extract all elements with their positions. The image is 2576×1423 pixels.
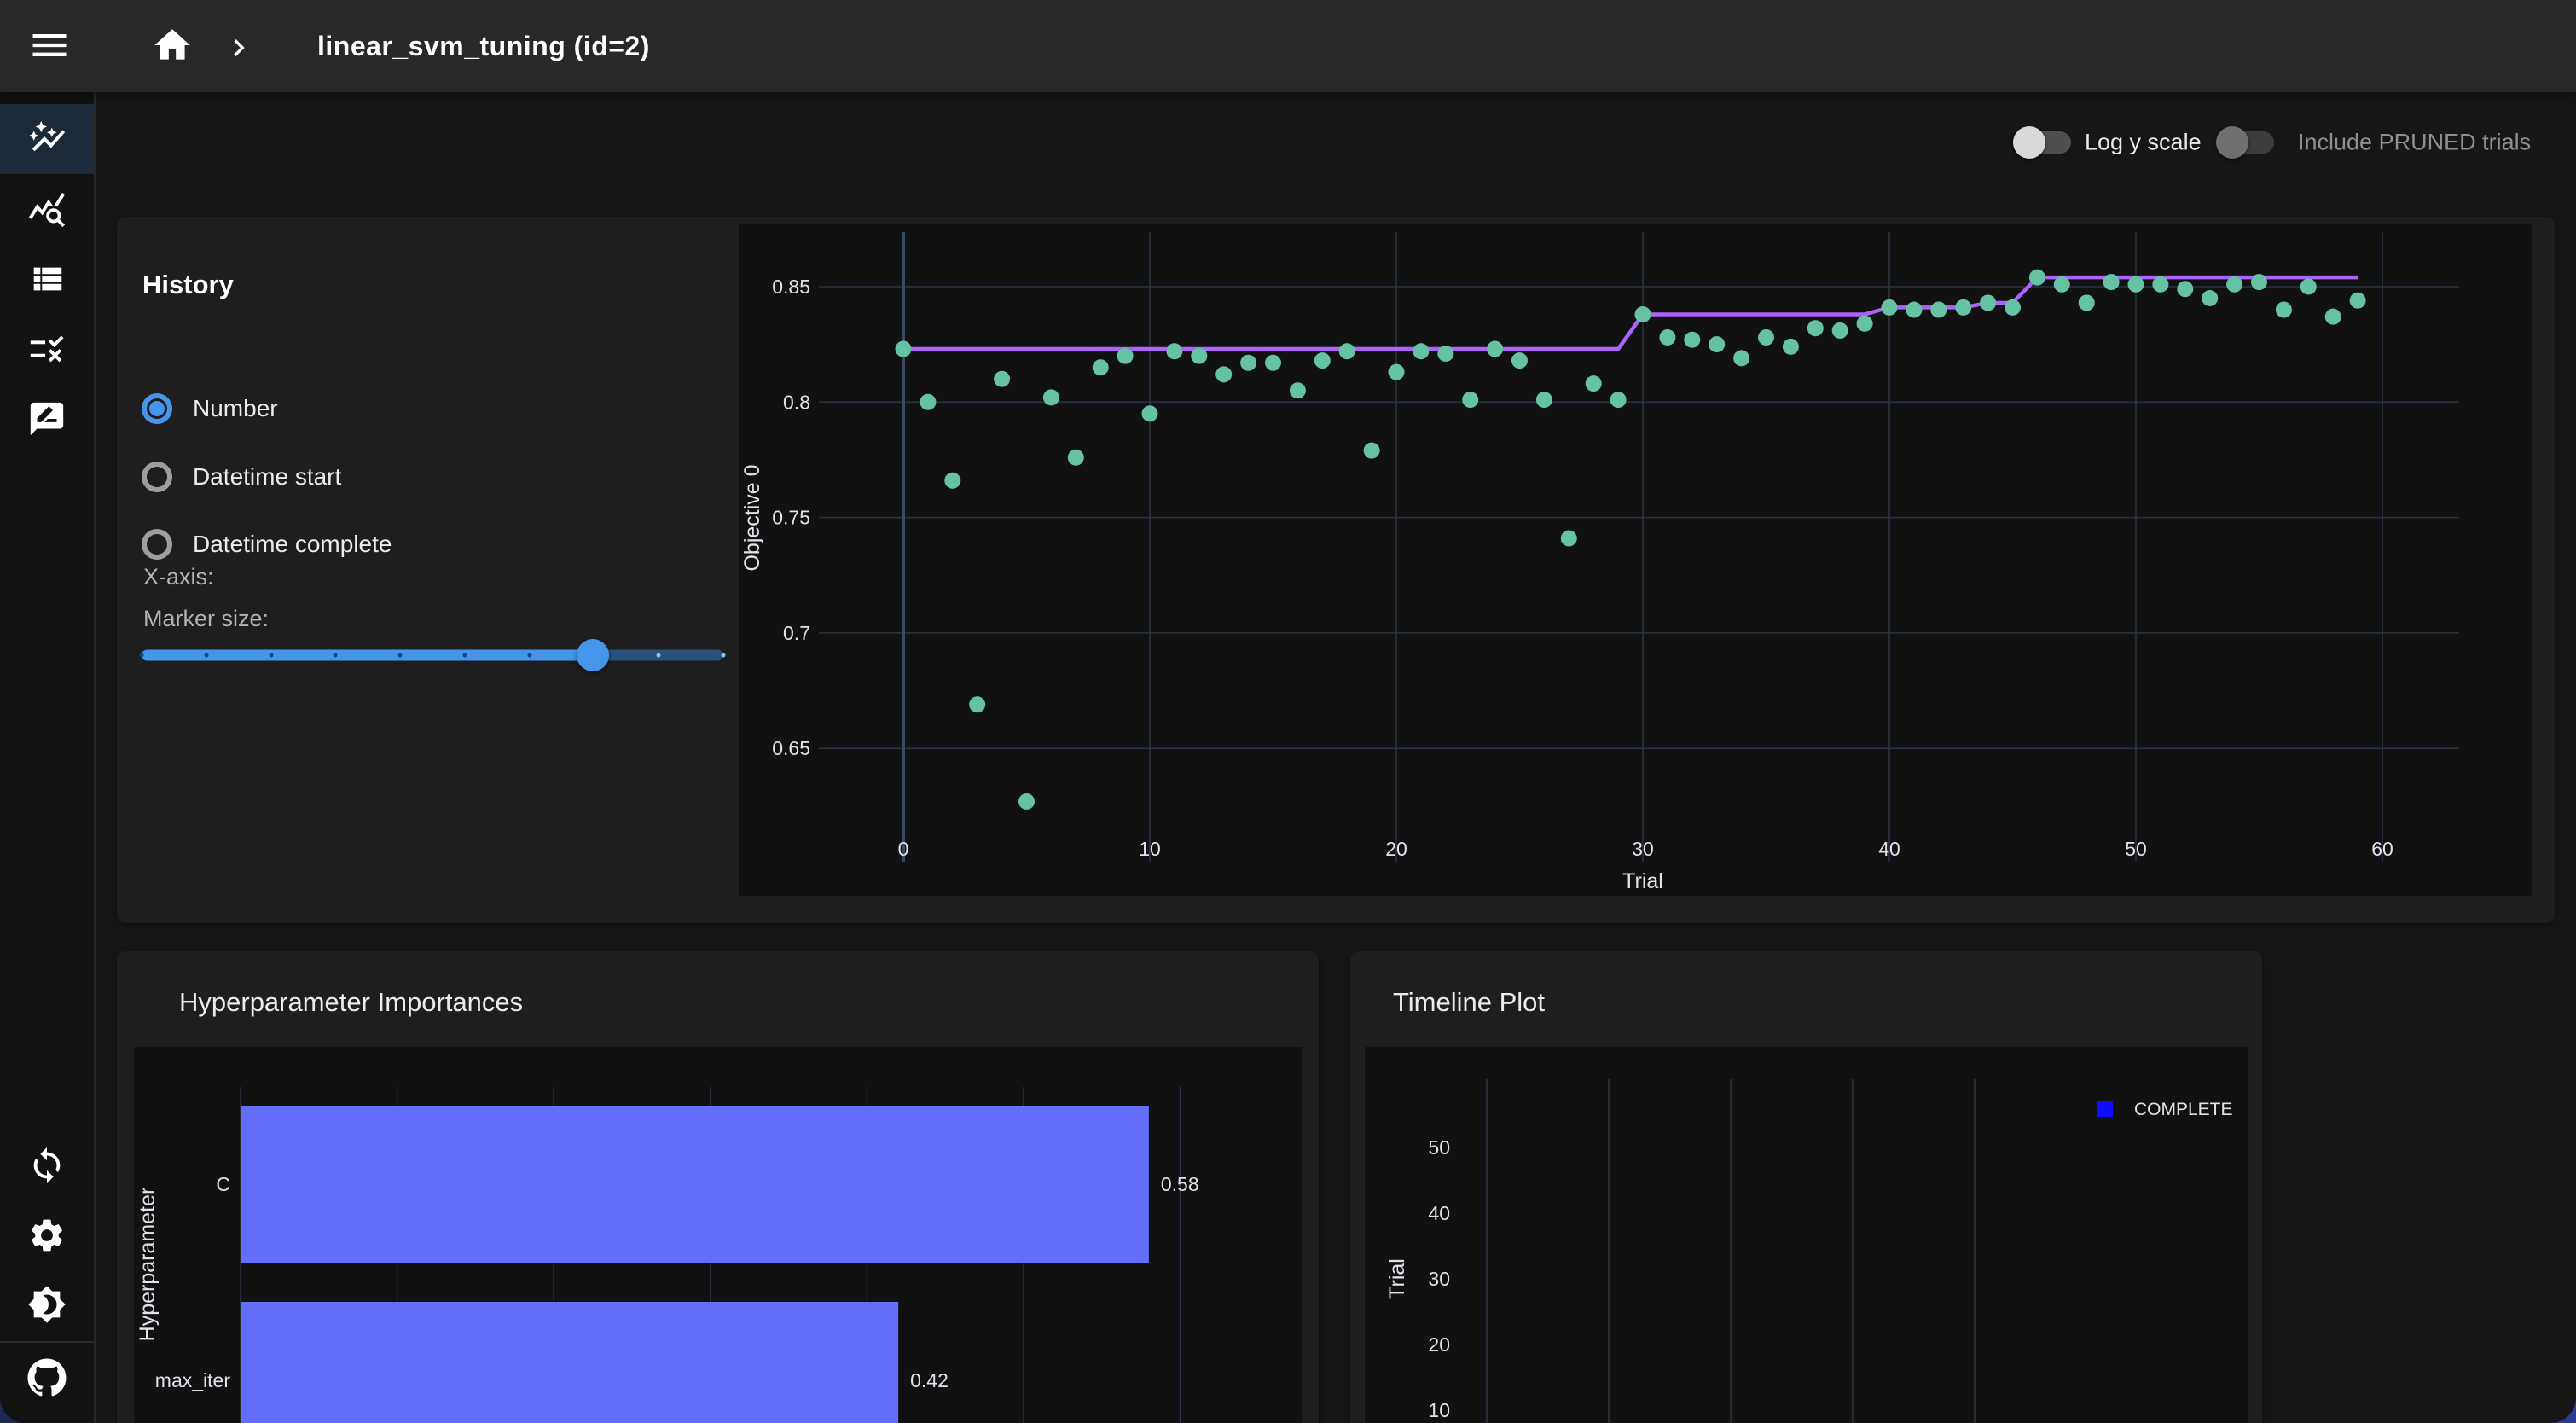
rule-icon — [27, 329, 67, 373]
svg-text:Trial: Trial — [1622, 869, 1663, 893]
x-axis-section-label: X-axis: — [143, 564, 214, 590]
query-stats-icon — [27, 189, 67, 233]
marker-size-label: Marker size: — [143, 606, 270, 631]
auto-graph-icon — [27, 118, 67, 161]
radio-icon — [142, 462, 172, 492]
radio-datetime-complete-label: Datetime complete — [193, 531, 392, 557]
svg-text:Trial: Trial — [1385, 1258, 1409, 1299]
radio-number[interactable]: Number — [142, 392, 278, 426]
history-card-title: History — [142, 270, 234, 299]
svg-text:30: 30 — [1632, 838, 1654, 860]
history-chart[interactable]: 0.65 0.7 0.75 0.8 0.85 0 10 20 30 40 50 60 Trial Obje… — [739, 224, 2532, 896]
timeline-title: Timeline Plot — [1393, 987, 1546, 1017]
sidebar-item-analytics[interactable] — [0, 176, 94, 246]
sidebar-item-history[interactable] — [0, 104, 94, 174]
svg-text:20: 20 — [1385, 838, 1407, 860]
sidebar — [0, 92, 96, 1423]
github-icon — [24, 1355, 70, 1405]
svg-text:0.7: 0.7 — [783, 622, 810, 644]
radio-icon — [142, 393, 172, 424]
include-pruned-label: Include PRUNED trials — [2298, 129, 2532, 155]
svg-text:C: C — [216, 1173, 230, 1195]
importances-title: Hyperparameter Importances — [179, 987, 524, 1017]
svg-text:50: 50 — [1428, 1136, 1450, 1159]
history-plot-paper: 0.65 0.7 0.75 0.8 0.85 0 10 20 30 40 50 60 Trial Obje… — [739, 224, 2532, 896]
radio-icon — [142, 529, 172, 560]
svg-text:10: 10 — [1428, 1399, 1450, 1421]
rate-review-icon — [27, 399, 67, 443]
svg-text:10: 10 — [1139, 838, 1161, 860]
switch-thumb — [2216, 126, 2248, 159]
svg-text:0: 0 — [898, 838, 909, 860]
slider-active-track — [142, 649, 593, 661]
svg-text:0.42: 0.42 — [910, 1369, 949, 1391]
home-icon — [151, 24, 194, 69]
marker-size-slider[interactable] — [139, 638, 726, 672]
importances-card: Hyperparameter Importances C 0.58 max_iter… — [117, 951, 1319, 1423]
switch-thumb — [2013, 126, 2045, 159]
svg-text:0.85: 0.85 — [772, 276, 810, 298]
menu-button[interactable] — [26, 22, 73, 70]
radio-datetime-complete[interactable]: Datetime complete — [142, 527, 392, 561]
log-y-scale-label: Log y scale — [2085, 129, 2202, 155]
timeline-card: Timeline Plot 50 40 30 20 10 Trial COMPLETE — [1350, 951, 2262, 1423]
svg-text:40: 40 — [1428, 1202, 1450, 1224]
timeline-plot-paper: 50 40 30 20 10 Trial COMPLETE — [1365, 1047, 2248, 1423]
breadcrumb-study-title[interactable]: linear_svm_tuning (id=2) — [317, 30, 650, 61]
svg-text:20: 20 — [1428, 1333, 1450, 1356]
sidebar-item-preference[interactable] — [0, 316, 94, 386]
sidebar-item-reload[interactable] — [0, 1132, 94, 1202]
sidebar-item-trial-list[interactable] — [0, 246, 94, 316]
menu-icon — [27, 23, 72, 70]
svg-text:60: 60 — [2371, 838, 2393, 860]
settings-gear-icon — [27, 1216, 67, 1259]
svg-text:50: 50 — [2125, 838, 2147, 860]
svg-text:Hyperparameter: Hyperparameter — [136, 1188, 160, 1342]
radio-number-label: Number — [193, 395, 278, 421]
home-button[interactable] — [150, 24, 194, 68]
sidebar-item-github[interactable] — [0, 1343, 94, 1416]
radio-datetime-start[interactable]: Datetime start — [142, 460, 341, 494]
svg-text:0.8: 0.8 — [783, 391, 810, 413]
sidebar-item-theme[interactable] — [0, 1271, 94, 1341]
timeline-chart[interactable]: 50 40 30 20 10 Trial COMPLETE — [1365, 1047, 2248, 1423]
dark-mode-icon — [27, 1285, 67, 1328]
svg-text:30: 30 — [1428, 1268, 1450, 1290]
chevron-right-icon — [222, 31, 256, 65]
svg-text:40: 40 — [1878, 838, 1900, 860]
svg-text:0.65: 0.65 — [772, 737, 810, 759]
radio-datetime-start-label: Datetime start — [193, 463, 342, 490]
sync-icon — [27, 1146, 67, 1189]
importances-chart[interactable]: C 0.58 max_iter 0.42 Hyperparameter — [134, 1047, 1302, 1423]
history-card: History X-axis: Number Datetime start Da… — [117, 217, 2555, 923]
svg-text:max_iter: max_iter — [155, 1369, 231, 1391]
svg-text:COMPLETE: COMPLETE — [2134, 1100, 2233, 1119]
svg-text:0.58: 0.58 — [1161, 1173, 1199, 1195]
sidebar-item-settings[interactable] — [0, 1202, 94, 1272]
svg-text:Objective 0: Objective 0 — [740, 464, 764, 571]
slider-thumb[interactable] — [577, 639, 609, 671]
view-list-icon — [27, 259, 67, 303]
svg-text:0.75: 0.75 — [772, 507, 810, 529]
sidebar-item-note[interactable] — [0, 386, 94, 456]
importances-plot-paper: C 0.58 max_iter 0.42 Hyperparameter — [134, 1047, 1302, 1423]
app-bar: linear_svm_tuning (id=2) — [0, 0, 2576, 92]
sidebar-divider — [0, 1341, 94, 1343]
